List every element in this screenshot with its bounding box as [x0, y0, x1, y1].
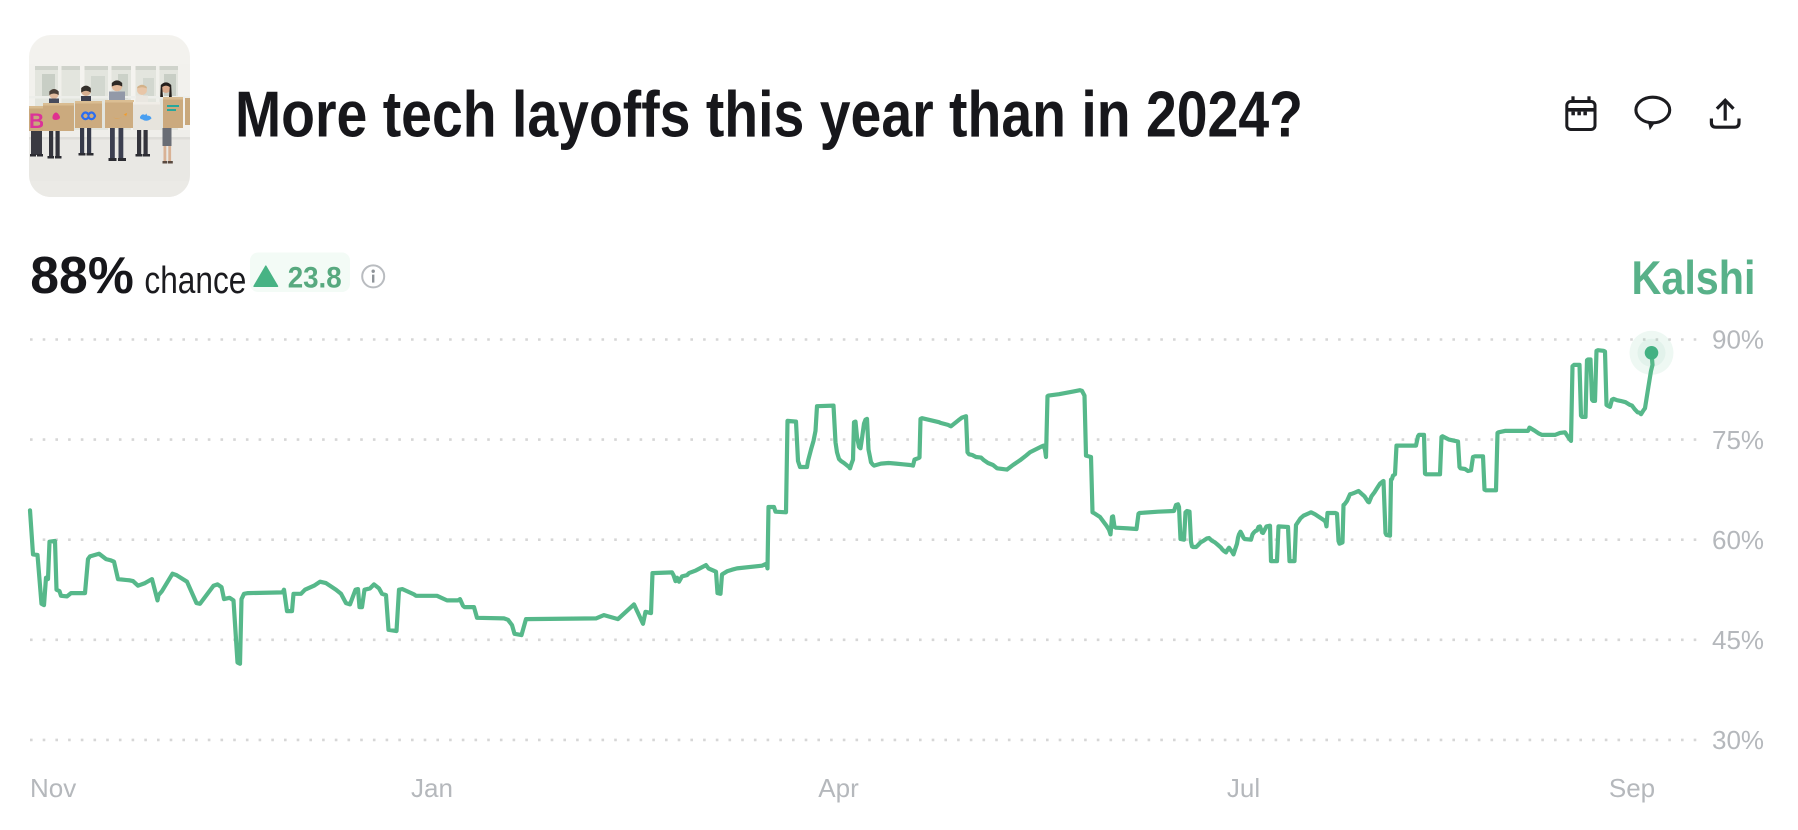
svg-text:30%: 30%: [1712, 725, 1764, 755]
svg-text:Jan: Jan: [411, 773, 453, 803]
svg-text:Apr: Apr: [818, 773, 859, 803]
svg-text:88%: 88%: [30, 247, 134, 305]
svg-text:45%: 45%: [1712, 625, 1764, 655]
svg-text:23.8: 23.8: [288, 262, 342, 295]
svg-text:75%: 75%: [1712, 425, 1764, 455]
svg-text:More tech layoffs this year th: More tech layoffs this year than in 2024…: [235, 78, 1303, 151]
svg-text:Jul: Jul: [1227, 773, 1260, 803]
svg-text:chance: chance: [144, 260, 246, 302]
svg-text:Kalshi: Kalshi: [1632, 251, 1756, 304]
svg-text:Nov: Nov: [30, 773, 76, 803]
svg-text:Sep: Sep: [1609, 773, 1655, 803]
svg-text:60%: 60%: [1712, 525, 1764, 555]
svg-text:90%: 90%: [1712, 325, 1764, 355]
svg-text:B: B: [29, 110, 44, 133]
